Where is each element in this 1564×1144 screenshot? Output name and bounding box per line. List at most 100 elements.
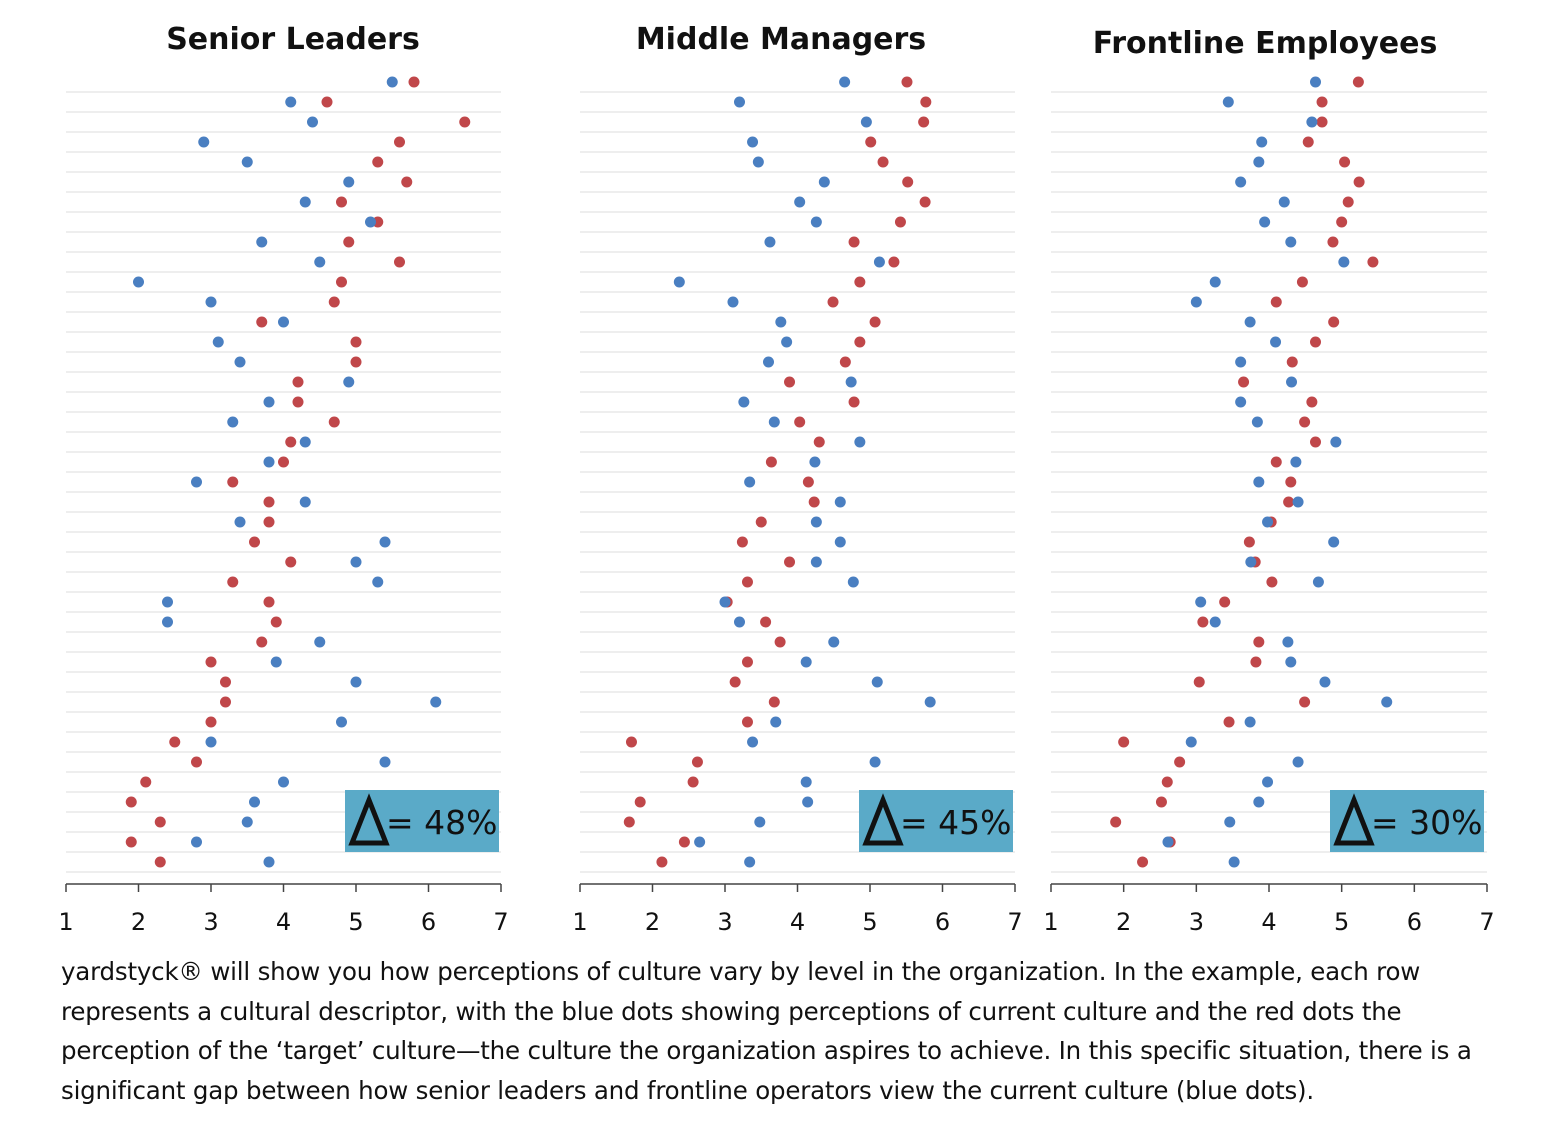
target-dot (1286, 356, 1298, 368)
current-dot (365, 216, 376, 228)
current-dot (1209, 616, 1221, 628)
target-dot (1155, 796, 1167, 808)
target-dot (292, 376, 304, 388)
current-dot (800, 776, 812, 788)
current-dot (1290, 456, 1302, 468)
current-dot (744, 476, 756, 488)
delta-badge: = 45% (859, 790, 1013, 852)
x-tick-label: 3 (717, 908, 732, 936)
target-dot (920, 96, 932, 108)
current-dot (1195, 596, 1207, 608)
grid-lines (580, 91, 1015, 873)
current-dot (234, 356, 246, 368)
target-dot (1310, 436, 1322, 448)
x-tick-label: 1 (58, 908, 73, 936)
current-dot (133, 276, 144, 288)
x-tick-label: 5 (348, 908, 363, 936)
current-dot (694, 836, 706, 848)
current-dot (336, 716, 347, 728)
target-series (623, 76, 932, 868)
delta-value: = 45% (900, 803, 1012, 842)
x-tick-label: 1 (1043, 908, 1058, 936)
delta-value: = 48% (386, 803, 498, 842)
current-dot (847, 576, 859, 588)
current-dot (828, 636, 840, 648)
x-tick-label: 5 (862, 908, 877, 936)
target-dot (140, 776, 152, 788)
target-dot (1339, 156, 1351, 168)
current-dot (834, 536, 846, 548)
current-dot (1282, 636, 1294, 648)
target-dot (401, 176, 413, 188)
current-dot (873, 256, 885, 268)
current-dot (314, 256, 326, 268)
target-dot (1174, 756, 1186, 768)
current-dot (307, 116, 318, 128)
target-dot (784, 556, 796, 568)
target-dot (794, 416, 806, 428)
delta-badge: = 30% (1330, 790, 1484, 852)
current-dot (1292, 756, 1304, 768)
current-dot (162, 596, 173, 608)
target-dot (227, 576, 239, 588)
target-dot (765, 456, 777, 468)
target-dot (1270, 296, 1282, 308)
target-dot (220, 676, 231, 688)
target-dot (877, 156, 889, 168)
target-dot (256, 316, 268, 328)
target-dot (1266, 576, 1278, 588)
current-dot (1251, 416, 1263, 428)
target-series (1110, 76, 1379, 868)
delta-icon (348, 793, 390, 846)
target-dot (1342, 196, 1354, 208)
target-dot (1299, 696, 1311, 708)
current-dot (430, 696, 442, 708)
grid-lines (66, 91, 501, 873)
target-dot (854, 336, 866, 348)
target-dot (1299, 416, 1311, 428)
target-dot (205, 656, 217, 668)
current-dot (191, 476, 202, 488)
delta-badge: = 48% (345, 790, 499, 852)
current-dot (241, 816, 253, 828)
current-dot (249, 796, 260, 808)
target-dot (154, 856, 166, 868)
panel-frontline-employees: Frontline Employees 1 2 3 4 5 6 7 = 30% (1043, 26, 1494, 936)
current-dot (350, 676, 362, 688)
current-dot (734, 96, 745, 108)
target-dot (350, 336, 362, 348)
current-dot (744, 856, 756, 868)
target-dot (634, 796, 646, 808)
target-dot (1118, 736, 1130, 748)
current-dot (719, 596, 731, 608)
x-tick-label: 5 (1334, 908, 1349, 936)
target-dot (191, 756, 202, 768)
target-dot (285, 556, 297, 568)
target-dot (336, 276, 347, 288)
current-dot (770, 716, 782, 728)
target-dot (729, 676, 741, 688)
target-dot (1327, 236, 1339, 248)
x-tick-label: 7 (1479, 908, 1494, 936)
target-dot (292, 396, 304, 408)
current-dot (379, 536, 391, 548)
current-dot (752, 156, 764, 168)
current-dot (839, 76, 851, 88)
current-dot (1285, 236, 1297, 248)
current-dot (764, 236, 776, 248)
target-dot (808, 496, 820, 508)
x-tick-label: 6 (1407, 908, 1422, 936)
target-dot (1296, 276, 1308, 288)
current-dot (278, 776, 289, 788)
current-dot (278, 316, 289, 328)
target-dot (1285, 476, 1297, 488)
current-dot (234, 516, 246, 528)
current-dot (738, 396, 750, 408)
x-tick-label: 6 (421, 908, 436, 936)
grid-lines (1051, 91, 1487, 873)
target-dot (328, 416, 340, 428)
current-dot (1285, 656, 1297, 668)
current-dot (263, 396, 275, 408)
target-dot (784, 376, 796, 388)
panel-title: Senior Leaders (166, 22, 420, 57)
